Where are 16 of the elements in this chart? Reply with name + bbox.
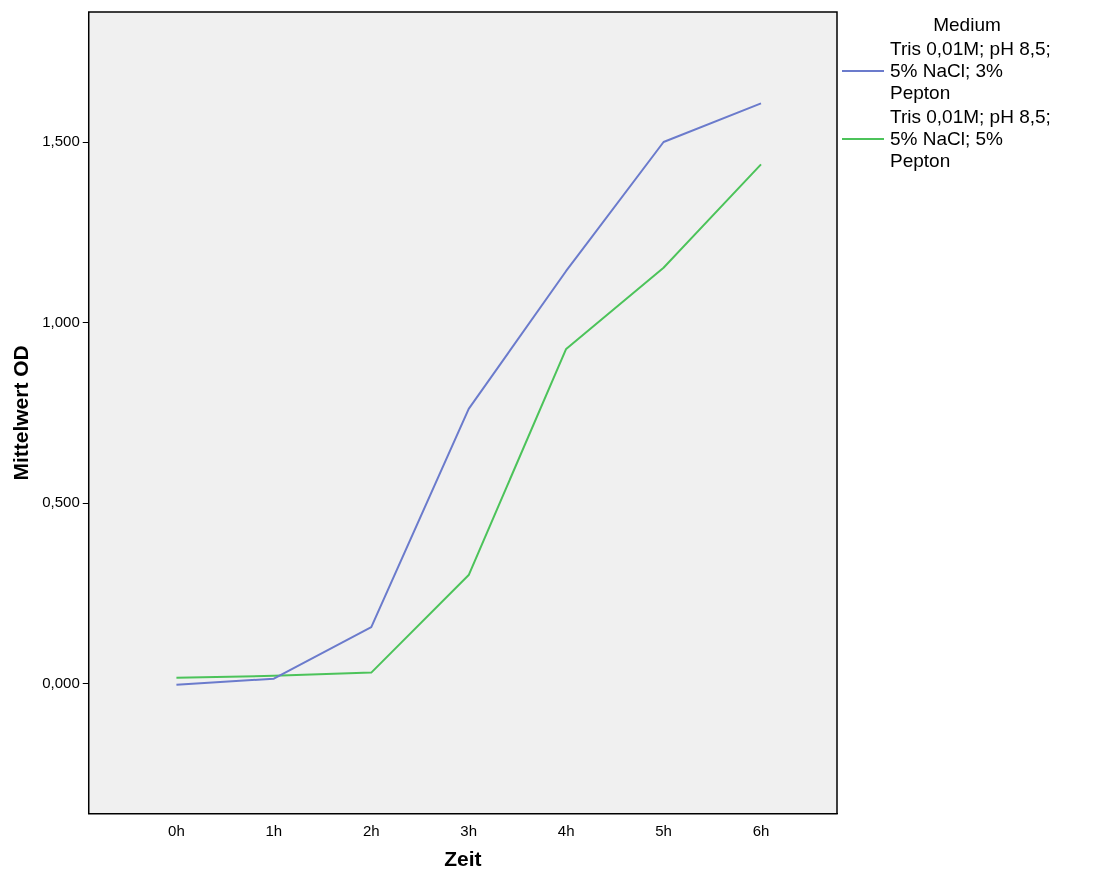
legend-label: Tris 0,01M; pH 8,5; 5% NaCl; 5% Pepton xyxy=(890,106,1052,172)
x-tick-label: 3h xyxy=(460,821,478,839)
x-tick-label: 4h xyxy=(557,821,575,839)
x-tick-label: 1h xyxy=(265,821,283,839)
x-tick-label: 6h xyxy=(752,821,770,839)
y-tick-label: 0,500 xyxy=(42,493,80,511)
y-tick-label: 0,000 xyxy=(42,673,80,691)
x-tick-label: 5h xyxy=(655,821,672,839)
legend-label: Tris 0,01M; pH 8,5; 5% NaCl; 3% Pepton xyxy=(890,38,1052,104)
y-tick-label: 1,500 xyxy=(42,132,80,150)
y-tick-label: 1,000 xyxy=(42,312,80,330)
y-axis-title: Mittelwert OD xyxy=(9,345,33,481)
x-axis-title: Zeit xyxy=(444,847,482,871)
x-tick-label: 2h xyxy=(362,821,380,839)
x-tick-label: 0h xyxy=(168,821,185,839)
legend-title: Medium xyxy=(932,14,1002,36)
